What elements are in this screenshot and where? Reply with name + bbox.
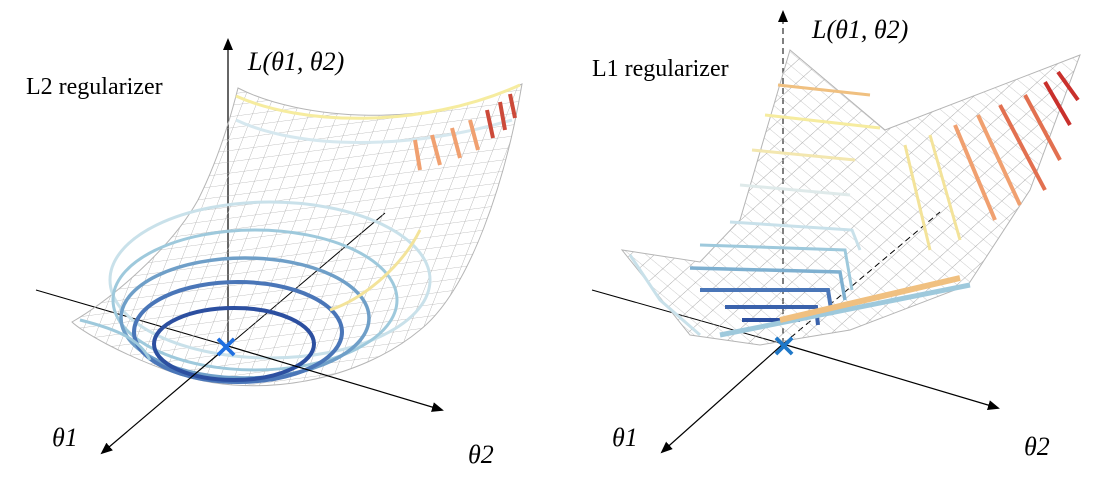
theta2-label: θ2	[1024, 432, 1050, 461]
z-axis-label: L(θ1, θ2)	[811, 15, 908, 44]
contour	[1043, 70, 1080, 127]
contour	[235, 83, 521, 120]
l1-contours	[628, 70, 1080, 338]
theta1-label: θ1	[612, 423, 638, 452]
contour	[953, 114, 1022, 221]
panel-title: L1 regularizer	[592, 56, 729, 82]
contour	[777, 83, 871, 97]
contour	[739, 183, 851, 197]
panel-title: L2 regularizer	[26, 74, 163, 100]
contour	[751, 148, 856, 162]
minimum-marker: ×	[771, 326, 798, 364]
contour	[764, 113, 881, 130]
theta1-label: θ1	[52, 423, 78, 452]
contour	[729, 220, 862, 251]
l1-surface-mesh	[620, 49, 1081, 346]
contour	[903, 134, 962, 251]
contour	[152, 306, 316, 382]
theta2-axis	[227, 345, 444, 412]
contour	[689, 266, 847, 301]
theta1-axis	[660, 343, 784, 454]
contour	[413, 119, 480, 171]
theta1-axis	[100, 345, 229, 455]
contour	[699, 243, 854, 291]
contour	[79, 318, 152, 361]
contour	[725, 305, 820, 326]
theta2-label: θ2	[468, 440, 494, 469]
minimum-marker: ×	[213, 327, 240, 365]
contour	[132, 280, 344, 384]
z-axis-label: L(θ1, θ2)	[247, 47, 344, 76]
contour	[779, 275, 961, 323]
contour	[998, 94, 1062, 191]
panel-l1: L1 regularizer	[591, 10, 1081, 461]
panel-l2: L2 regularizer × L(θ1, θ2) θ1 θ	[26, 38, 523, 469]
contour	[719, 282, 971, 338]
contour	[628, 254, 701, 337]
contour	[111, 228, 399, 372]
theta2-axis	[782, 343, 1000, 410]
contour	[329, 229, 422, 312]
contour	[485, 93, 517, 139]
